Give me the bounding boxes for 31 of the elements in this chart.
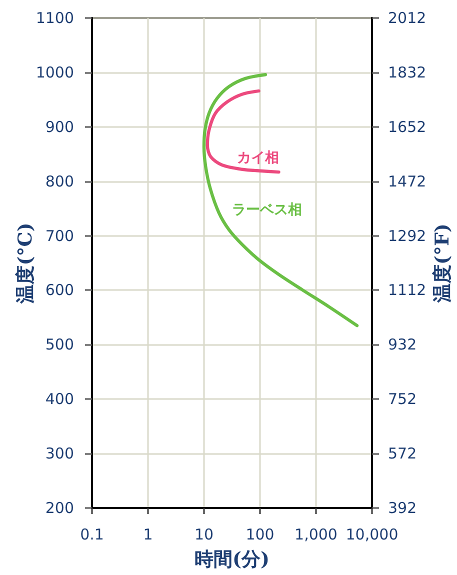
y-axis-title: 温度(°C) <box>14 222 36 304</box>
y-tick-label: 400 <box>45 390 74 408</box>
y-tick-label: 300 <box>45 444 74 463</box>
y-tick-label: 500 <box>45 336 74 354</box>
x-tick-label: 1 <box>143 526 153 544</box>
y-tick-label: 600 <box>45 281 74 300</box>
y-tick-label: 700 <box>45 226 74 245</box>
series-label: カイ相 <box>237 150 279 166</box>
y2-tick-label: 752 <box>388 390 417 408</box>
y2-tick-label: 1292 <box>388 226 426 245</box>
y2-tick-label: 1112 <box>388 281 426 300</box>
x-tick-label: 1,000 <box>294 526 338 544</box>
y-tick-label: 1000 <box>36 63 74 82</box>
x-axis-title: 時間(分) <box>194 548 270 570</box>
y2-tick-label: 572 <box>388 444 417 463</box>
x-tick-label: 10,000 <box>346 526 398 544</box>
y-tick-label: 800 <box>45 172 74 190</box>
y-tick-label: 900 <box>45 118 74 136</box>
x-tick-label: 0.1 <box>80 526 104 544</box>
y2-tick-label: 1472 <box>388 172 426 190</box>
y2-tick-label: 1832 <box>388 63 426 82</box>
y2-tick-label: 1652 <box>388 118 426 136</box>
y2-tick-label: 392 <box>388 499 417 517</box>
x-tick-label: 10 <box>194 526 214 544</box>
y-tick-label: 200 <box>45 499 74 517</box>
series-label: ラーベス相 <box>232 202 302 218</box>
x-tick-label: 100 <box>246 526 274 544</box>
y2-axis-title: 温度(°F) <box>432 224 454 304</box>
y2-tick-label: 2012 <box>388 9 426 27</box>
y2-tick-label: 932 <box>388 336 417 354</box>
y-tick-label: 1100 <box>36 9 74 27</box>
